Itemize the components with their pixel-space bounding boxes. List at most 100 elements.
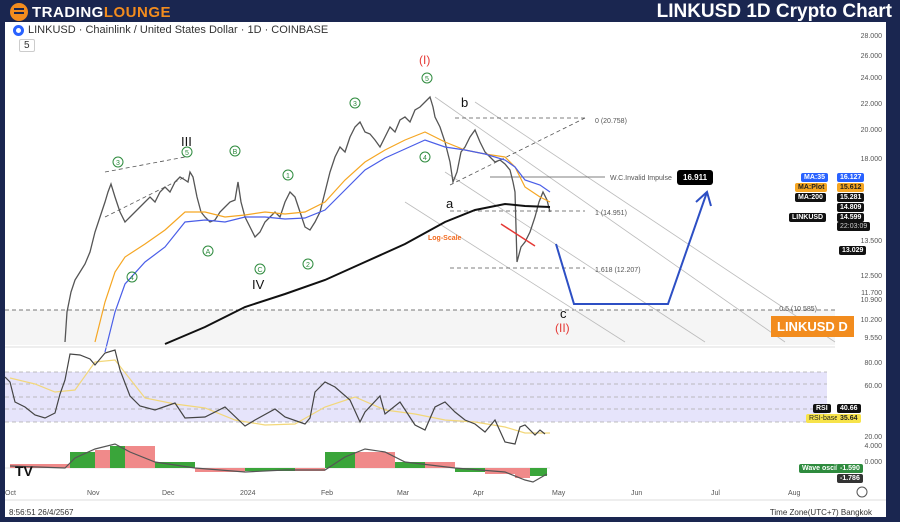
svg-text:10.200: 10.200 <box>861 317 883 324</box>
rsi-tag-value: 40.66 <box>837 404 861 413</box>
rsi-tag-label: RSI <box>813 404 831 413</box>
svg-text:Jun: Jun <box>631 490 642 497</box>
svg-text:11.700: 11.700 <box>861 290 882 297</box>
svg-text:Aug: Aug <box>788 490 801 497</box>
ma200-tag-label: MA:200 <box>795 193 826 202</box>
svg-text:Mar: Mar <box>397 490 410 497</box>
ma35-tag-value: 16.127 <box>837 173 865 182</box>
rsi-ma-line <box>9 359 550 434</box>
wave-a-label: a <box>446 196 454 211</box>
tradingview-logo: TV <box>15 463 34 479</box>
svg-text:Dec: Dec <box>162 490 175 497</box>
svg-text:Feb: Feb <box>321 490 333 497</box>
svg-text:18.000: 18.000 <box>861 156 883 163</box>
svg-text:C: C <box>257 267 262 274</box>
lower-zone <box>5 310 835 345</box>
log-scale-label: Log-Scale <box>428 235 462 242</box>
svg-text:9.550: 9.550 <box>864 335 882 342</box>
osc-tag-value2: -1.786 <box>837 474 863 483</box>
time-axis: Oct Nov Dec 2024 Feb Mar Apr May Jun Jul… <box>5 490 801 497</box>
osc-axis: 4.000 0.000 <box>864 443 882 466</box>
svg-text:24.000: 24.000 <box>861 75 883 82</box>
interval-value[interactable]: 5 <box>19 39 35 52</box>
linkusd-tag-value: 14.599 <box>837 213 865 222</box>
rsi-axis: 80.00 60.00 20.00 <box>864 360 882 441</box>
svg-text:May: May <box>552 490 566 497</box>
ma-plot-line <box>94 131 551 343</box>
red-trend-line <box>500 223 536 247</box>
ma35-tag-label: MA:35 <box>801 173 829 182</box>
settings-gear-icon[interactable] <box>856 486 868 498</box>
fib1-label: 1 (14.951) <box>595 210 627 217</box>
svg-text:Apr: Apr <box>473 490 485 497</box>
ma35-line <box>104 139 551 353</box>
chart-panel[interactable]: LINKUSD · Chainlink / United States Doll… <box>5 22 886 517</box>
trading-lounge-logo: TRADINGLOUNGE <box>10 3 171 21</box>
footer-timezone[interactable]: Time Zone(UTC+7) Bangkok <box>769 508 872 517</box>
svg-text:A: A <box>206 249 211 256</box>
channel-lines <box>404 96 836 343</box>
ma200-line <box>164 202 551 345</box>
extra-price-tag: 14.809 <box>837 203 865 212</box>
header-bar: TRADINGLOUNGE LINKUSD 1D Crypto Chart <box>0 0 900 24</box>
maplot-tag-label: MA:Plot <box>795 183 828 192</box>
osc-tag-value1: -1.590 <box>837 464 863 473</box>
symbol-logo-icon <box>13 24 24 36</box>
chart-canvas[interactable]: 0 (20.758) 1 (14.951) 1.618 (12.207) 0.5… <box>5 22 886 517</box>
svg-text:20.000: 20.000 <box>861 127 883 134</box>
wave-count-circles: 3 4 5 B A C 1 2 3 4 5 <box>112 72 433 283</box>
ma200-tag-value: 15.281 <box>837 193 865 202</box>
svg-text:3: 3 <box>353 101 357 108</box>
svg-text:2: 2 <box>306 262 310 269</box>
svg-text:Nov: Nov <box>87 490 100 497</box>
low-price-tag: 13.029 <box>839 246 867 255</box>
wc-invalid-value: 16.911 <box>677 170 714 185</box>
rsi-ma-tag-label: RSI-based MA <box>806 414 858 423</box>
price-series <box>64 95 551 343</box>
maplot-tag-value: 15.612 <box>837 183 865 192</box>
svg-text:Jul: Jul <box>711 490 720 497</box>
rsi-grid <box>5 371 827 423</box>
logo-text-trading: TRADING <box>32 3 104 21</box>
price-axis-10900: 10.900 <box>861 297 883 304</box>
fib1618-label: 1.618 (12.207) <box>595 267 641 274</box>
price-axis: 28.000 26.000 24.000 22.000 20.000 18.00… <box>861 33 883 342</box>
svg-text:5: 5 <box>425 76 429 83</box>
svg-text:4: 4 <box>423 155 427 162</box>
wave-b-label: b <box>461 95 468 110</box>
osc-tag-label: Wave oscillator <box>799 464 857 473</box>
symbol-info[interactable]: LINKUSD · Chainlink / United States Doll… <box>13 24 328 36</box>
wc-invalid-label: W.C.Invalid Impulse <box>610 175 672 182</box>
svg-text:Oct: Oct <box>5 490 16 497</box>
svg-text:B: B <box>233 149 238 156</box>
svg-text:13.500: 13.500 <box>861 238 883 245</box>
svg-text:28.000: 28.000 <box>861 33 883 40</box>
svg-text:3: 3 <box>116 160 120 167</box>
projection-arrow-icon <box>695 190 712 207</box>
fib05-label: 0.5 (10.585) <box>779 306 817 313</box>
page-title: LINKUSD 1D Crypto Chart <box>656 1 892 22</box>
svg-text:20.00: 20.00 <box>864 434 882 441</box>
svg-text:1: 1 <box>286 173 290 180</box>
wave-III-label: III <box>181 134 192 149</box>
svg-text:60.00: 60.00 <box>864 383 882 390</box>
svg-text:5: 5 <box>185 150 189 157</box>
fib0-label: 0 (20.758) <box>595 118 627 125</box>
rsi-ma-tag-value: 35.64 <box>837 414 861 423</box>
svg-text:4: 4 <box>130 275 134 282</box>
rsi-line <box>5 349 546 445</box>
wave-II-label: (II) <box>555 321 570 335</box>
svg-text:2024: 2024 <box>240 490 256 497</box>
logo-icon <box>10 3 28 21</box>
linkusd-d-badge: LINKUSD D <box>771 316 854 337</box>
svg-text:22.000: 22.000 <box>861 101 883 108</box>
logo-text-lounge: LOUNGE <box>103 3 171 21</box>
osc-line <box>9 443 548 483</box>
symbol-text: LINKUSD · Chainlink / United States Doll… <box>28 24 329 36</box>
projection-path <box>555 191 708 305</box>
linkusd-tag-label: LINKUSD <box>789 213 827 222</box>
svg-text:0.000: 0.000 <box>864 459 882 466</box>
wave-I-label: (I) <box>419 53 430 67</box>
fib-lines <box>104 117 586 269</box>
svg-text:12.500: 12.500 <box>861 273 883 280</box>
